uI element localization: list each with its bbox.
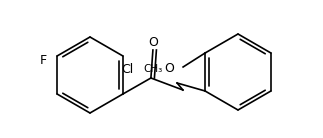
Text: F: F <box>39 54 47 67</box>
Text: CH₃: CH₃ <box>143 64 163 74</box>
Text: O: O <box>148 35 158 48</box>
Text: Cl: Cl <box>121 63 133 76</box>
Text: O: O <box>164 63 174 75</box>
